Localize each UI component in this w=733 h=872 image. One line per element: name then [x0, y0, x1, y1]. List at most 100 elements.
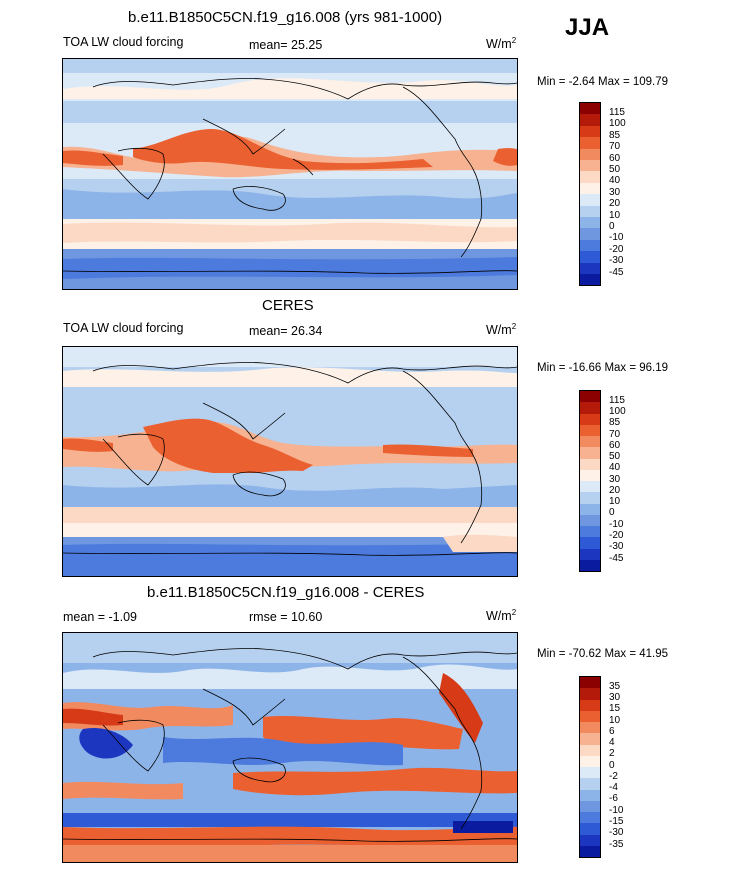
cbar3-box	[580, 778, 600, 790]
panel2-title: CERES	[262, 297, 314, 314]
cbar3-tick: -10	[609, 805, 624, 816]
cbar2-box	[580, 458, 600, 470]
cbar1-box	[580, 137, 600, 149]
panel2-mean: mean= 26.34	[249, 324, 323, 338]
cbar1-box	[580, 171, 600, 183]
cbar2-tick: 0	[609, 507, 615, 518]
cbar3-box	[580, 699, 600, 711]
cbar2-box	[580, 559, 600, 571]
cbar3-tick: -4	[609, 782, 618, 793]
cbar3-tick: 2	[609, 748, 615, 759]
cbar1-tick: 10	[609, 210, 621, 221]
cbar2-box	[580, 402, 600, 414]
cbar3-box	[580, 710, 600, 722]
cbar3-box	[580, 733, 600, 745]
cbar2-box	[580, 481, 600, 493]
cbar1-box	[580, 262, 600, 274]
panel3-colorbar	[579, 676, 601, 858]
cbar3-box	[580, 688, 600, 700]
panel3-units: W/m2	[486, 608, 517, 624]
panel1-mean: mean= 25.25	[249, 38, 323, 52]
cbar1-tick: -30	[609, 255, 624, 266]
cbar3-box	[580, 755, 600, 767]
cbar1-box	[580, 274, 600, 285]
cbar2-tick: 10	[609, 496, 621, 507]
cbar3-box	[580, 744, 600, 756]
cbar2-box	[580, 537, 600, 549]
cbar1-tick: -20	[609, 244, 624, 255]
cbar2-box	[580, 469, 600, 481]
cbar1-box	[580, 194, 600, 206]
cbar2-tick: 40	[609, 462, 621, 473]
panel3-minmax: Min = -70.62 Max = 41.95	[537, 648, 669, 660]
cbar3-tick: 0	[609, 760, 615, 771]
cbar2-tick: 115	[609, 395, 625, 406]
cbar1-tick: 70	[609, 141, 621, 152]
cbar1-box	[580, 182, 600, 195]
cbar3-tick: -35	[609, 839, 624, 850]
season-label: JJA	[565, 14, 610, 41]
panel2-minmax: Min = -16.66 Max = 96.19	[537, 362, 669, 374]
cbar3-tick: 15	[609, 703, 621, 714]
cbar1-box	[580, 148, 600, 160]
cbar1-tick: 20	[609, 198, 621, 209]
cbar3-box	[580, 845, 600, 857]
cbar3-box	[580, 789, 600, 801]
panel3-map	[62, 632, 518, 863]
cbar3-tick: -6	[609, 793, 618, 804]
cbar2-tick: 100	[609, 406, 626, 417]
panel1-colorbar	[579, 102, 601, 286]
cbar3-box	[580, 800, 600, 812]
cbar2-box	[580, 413, 600, 425]
panel3-title: b.e11.B1850C5CN.f19_g16.008 - CERES	[147, 584, 425, 601]
cbar1-box	[580, 239, 600, 252]
panel1-minmax: Min = -2.64 Max = 109.79	[537, 76, 669, 88]
cbar2-box	[580, 526, 600, 538]
cbar3-tick: 10	[609, 715, 621, 726]
cbar1-box	[580, 228, 600, 240]
cbar3-tick: 6	[609, 726, 615, 737]
cbar2-box	[580, 514, 600, 526]
cbar3-box	[580, 767, 600, 779]
cbar3-tick: 4	[609, 737, 615, 748]
cbar3-tick: 30	[609, 692, 621, 703]
cbar2-box	[580, 503, 600, 515]
cbar1-box	[580, 125, 600, 138]
cbar2-tick: 60	[609, 440, 621, 451]
panel1-field-label: TOA LW cloud forcing	[63, 35, 184, 49]
panel2-colorbar	[579, 390, 601, 572]
cbar1-box	[580, 160, 600, 172]
cbar1-box	[580, 114, 600, 126]
panel2-field-label: TOA LW cloud forcing	[63, 321, 184, 335]
cbar1-box	[580, 217, 600, 229]
cbar2-tick: -45	[609, 553, 624, 564]
panel1-title: b.e11.B1850C5CN.f19_g16.008 (yrs 981-100…	[128, 9, 443, 26]
cbar2-tick: 30	[609, 474, 621, 485]
panel1-map	[62, 58, 518, 290]
cbar1-tick: 115	[609, 107, 625, 118]
cbar3-tick: -2	[609, 771, 618, 782]
cbar2-box	[580, 424, 600, 436]
cbar2-tick: -20	[609, 530, 624, 541]
cbar1-tick: 100	[609, 118, 626, 129]
cbar3-box	[580, 722, 600, 734]
cbar1-tick: 0	[609, 221, 615, 232]
cbar2-tick: 20	[609, 485, 621, 496]
cbar2-box	[580, 548, 600, 560]
cbar2-box	[580, 391, 600, 403]
cbar2-box	[580, 492, 600, 504]
cbar2-box	[580, 436, 600, 448]
panel3-mean: mean = -1.09	[63, 610, 138, 624]
cbar3-tick: -30	[609, 827, 624, 838]
cbar2-tick: -30	[609, 541, 624, 552]
cbar1-tick: 30	[609, 187, 621, 198]
cbar2-tick: -10	[609, 519, 624, 530]
cbar1-tick: 40	[609, 175, 621, 186]
cbar2-tick: 50	[609, 451, 621, 462]
cbar2-box	[580, 447, 600, 459]
cbar1-tick: 85	[609, 130, 621, 141]
cbar1-box	[580, 103, 600, 115]
cbar3-box	[580, 834, 600, 846]
cbar1-tick: 50	[609, 164, 621, 175]
cbar1-box	[580, 205, 600, 217]
